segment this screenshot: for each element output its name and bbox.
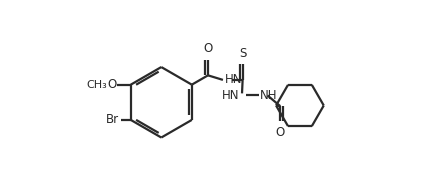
Text: HN: HN [221, 89, 239, 102]
Text: O: O [276, 126, 285, 139]
Text: CH₃: CH₃ [86, 80, 107, 90]
Text: HN: HN [225, 73, 243, 86]
Text: O: O [203, 42, 213, 55]
Text: NH: NH [260, 89, 277, 102]
Text: S: S [239, 47, 246, 60]
Text: Br: Br [106, 113, 119, 126]
Text: O: O [107, 78, 116, 91]
